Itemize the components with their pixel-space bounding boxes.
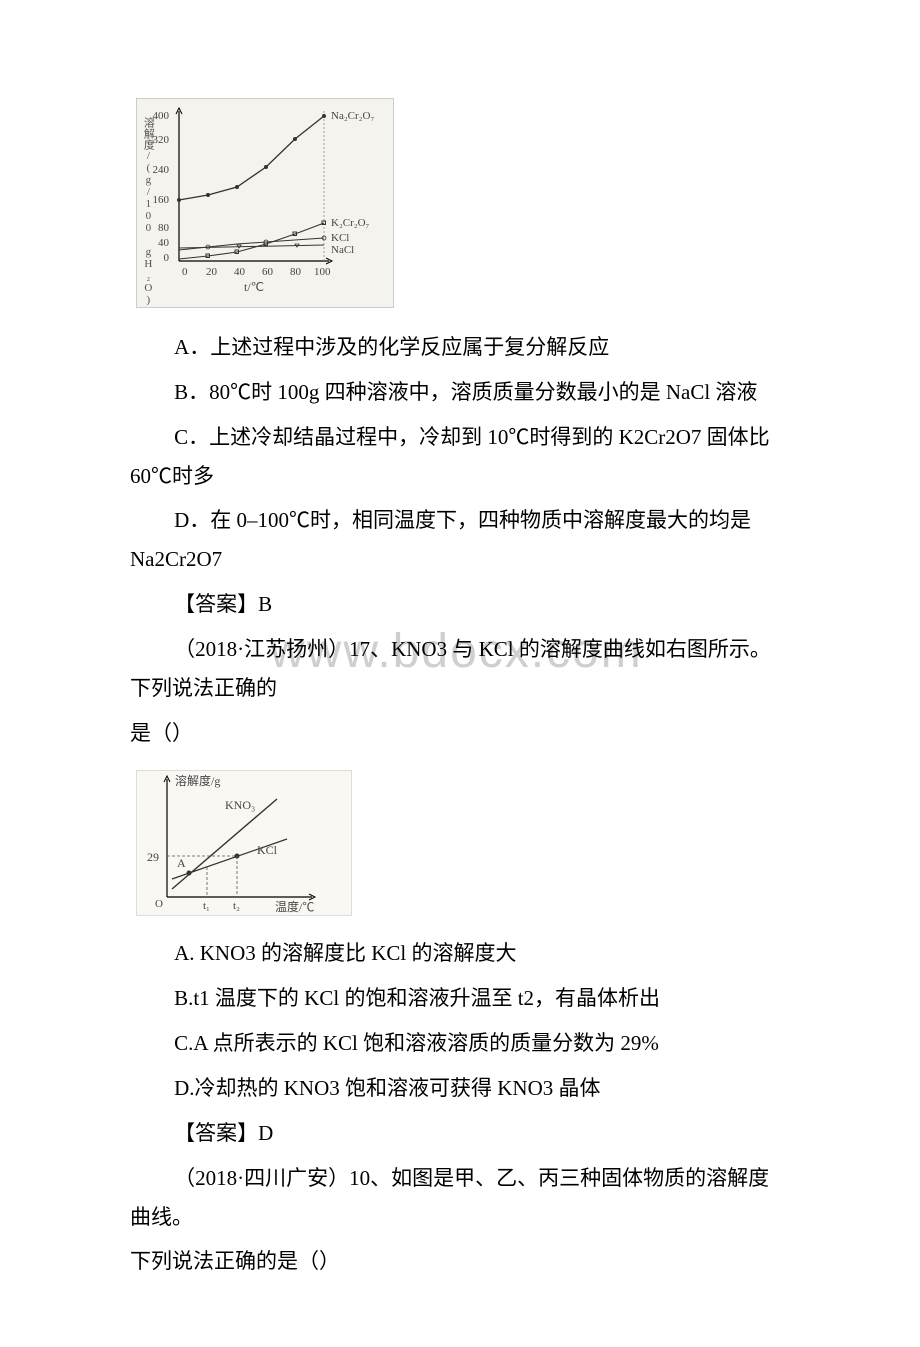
q1-option-b: B．80℃时 100g 四种溶液中，溶质质量分数最小的是 NaCl 溶液 <box>130 373 790 412</box>
page-content: 0 40 80 160 240 320 400 0 20 40 60 80 10… <box>130 98 790 1281</box>
q3-stem-1: （2018·四川广安）10、如图是甲、乙、丙三种固体物质的溶解度曲线。 <box>130 1159 790 1237</box>
svg-text:100: 100 <box>314 266 331 278</box>
svg-text:40: 40 <box>158 237 170 249</box>
svg-text:40: 40 <box>234 266 246 278</box>
q1-option-d: D．在 0–100℃时，相同温度下，四种物质中溶解度最大的均是 Na2Cr2O7 <box>130 501 790 579</box>
solubility-chart-na2cr2o7: 0 40 80 160 240 320 400 0 20 40 60 80 10… <box>136 98 394 308</box>
q2-stem-2: 是（） <box>130 714 790 753</box>
solubility-chart-kno3-kcl: 溶解度/g 温度/℃ KNO₃ KCl A 29 t₁ t₂ O <box>136 770 352 916</box>
q3-stem-2: 下列说法正确的是（） <box>130 1242 790 1281</box>
svg-text:0: 0 <box>182 266 188 278</box>
q2-answer: 【答案】D <box>130 1114 790 1153</box>
svg-text:温度/℃: 温度/℃ <box>275 899 314 914</box>
q1-option-a: A．上述过程中涉及的化学反应属于复分解反应 <box>130 328 790 367</box>
svg-text:KCl: KCl <box>331 232 349 244</box>
svg-text:溶解度/g: 溶解度/g <box>175 773 220 788</box>
svg-text:KNO₃: KNO₃ <box>225 798 255 812</box>
svg-text:O: O <box>155 898 163 910</box>
q2-option-d: D.冷却热的 KNO3 饱和溶液可获得 KNO3 晶体 <box>130 1069 790 1108</box>
q1-answer: 【答案】B <box>130 585 790 624</box>
svg-text:t₁: t₁ <box>203 900 210 912</box>
svg-text:29: 29 <box>147 850 159 864</box>
svg-text:20: 20 <box>206 266 218 278</box>
svg-text:80: 80 <box>290 266 302 278</box>
svg-text:A: A <box>177 856 186 870</box>
svg-text:NaCl: NaCl <box>331 244 354 256</box>
q2-stem-1: （2018·江苏扬州）17、KNO3 与 KCl 的溶解度曲线如右图所示。下列说… <box>130 630 790 708</box>
svg-text:80: 80 <box>158 222 170 234</box>
q1-option-c: C．上述冷却结晶过程中，冷却到 10℃时得到的 K2Cr2O7 固体比 60℃时… <box>130 418 790 496</box>
q2-option-a: A. KNO3 的溶解度比 KCl 的溶解度大 <box>130 934 790 973</box>
svg-text:0: 0 <box>164 252 170 264</box>
svg-text:t/℃: t/℃ <box>244 280 264 294</box>
chart1-ylabel: 溶解度/(g/100 gH₂O) <box>138 117 158 306</box>
q2-option-c: C.A 点所表示的 KCl 饱和溶液溶质的质量分数为 29% <box>130 1024 790 1063</box>
svg-text:t₂: t₂ <box>233 900 240 912</box>
svg-text:60: 60 <box>262 266 274 278</box>
svg-text:Na₂Cr₂O₇: Na₂Cr₂O₇ <box>331 110 374 122</box>
q2-option-b: B.t1 温度下的 KCl 的饱和溶液升温至 t2，有晶体析出 <box>130 979 790 1018</box>
svg-text:K₂Cr₂O₇: K₂Cr₂O₇ <box>331 217 370 229</box>
svg-text:KCl: KCl <box>257 843 278 857</box>
